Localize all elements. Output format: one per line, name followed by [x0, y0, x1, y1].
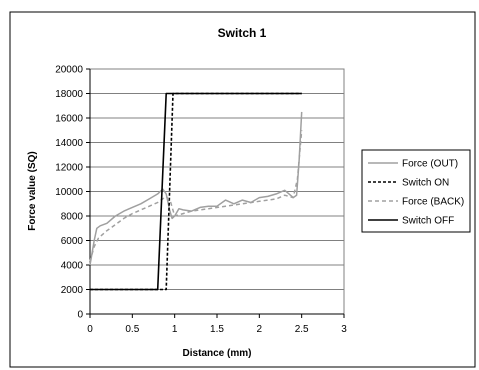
y-tick-label: 12000 — [55, 163, 83, 174]
x-tick-label: 3 — [341, 324, 347, 335]
legend: Force (OUT) Switch ON Force (BACK) Switch O… — [361, 149, 471, 233]
x-tick-label: 1.5 — [210, 324, 224, 335]
legend-label-force-out: Force (OUT) — [402, 159, 458, 170]
series-line-force-out — [89, 111, 303, 266]
y-tick-label: 6000 — [61, 236, 84, 247]
series-line-force-back — [89, 130, 303, 262]
y-tick-label: 18000 — [55, 89, 83, 100]
x-tick-label: 0 — [87, 324, 93, 335]
legend-label-switch-off: Switch OFF — [402, 216, 454, 227]
y-tick-label: 2000 — [61, 285, 84, 296]
y-tick-label: 4000 — [61, 261, 84, 272]
x-tick-label: 2 — [257, 324, 263, 335]
y-tick-label: 20000 — [55, 65, 83, 76]
legend-label-force-back: Force (BACK) — [402, 197, 464, 208]
y-tick-label: 10000 — [55, 187, 83, 198]
legend-label-switch-on: Switch ON — [402, 178, 449, 189]
y-axis-label: Force value (SQ) — [27, 151, 38, 230]
y-tick-label: 0 — [77, 310, 83, 321]
x-tick-label: 2.5 — [295, 324, 309, 335]
axes: 0 2000 4000 6000 8000 10000 12000 14000 16000 180… — [55, 65, 347, 336]
y-tick-label: 8000 — [61, 212, 84, 223]
x-axis-label: Distance (mm) — [183, 348, 252, 359]
x-tick-label: 1 — [172, 324, 178, 335]
chart-title: Switch 1 — [218, 26, 267, 40]
x-tick-label: 0.5 — [125, 324, 139, 335]
y-tick-label: 16000 — [55, 114, 83, 125]
series-line-switch-off — [90, 92, 302, 291]
y-tick-label: 14000 — [55, 138, 83, 149]
series-lines — [89, 92, 303, 291]
